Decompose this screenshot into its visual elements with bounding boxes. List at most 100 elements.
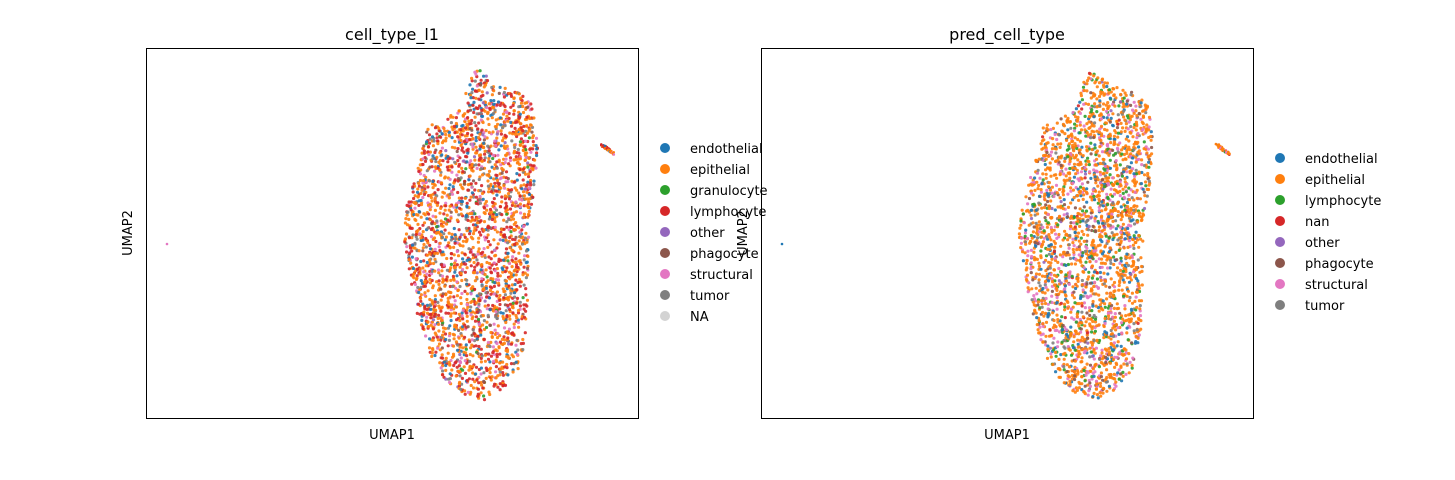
scatter-point bbox=[1046, 166, 1050, 170]
scatter-point bbox=[465, 302, 469, 307]
scatter-point bbox=[1109, 261, 1113, 265]
scatter-point bbox=[612, 153, 616, 156]
scatter-point bbox=[1119, 218, 1123, 222]
scatter-point bbox=[419, 299, 423, 303]
scatter-point bbox=[1042, 314, 1046, 318]
scatter-point bbox=[494, 358, 498, 362]
scatter-point bbox=[515, 301, 519, 305]
scatter-point bbox=[482, 211, 486, 215]
scatter-point bbox=[450, 145, 454, 149]
scatter-point bbox=[485, 260, 489, 265]
scatter-point bbox=[498, 293, 502, 298]
scatter-point bbox=[453, 131, 457, 135]
scatter-point bbox=[527, 136, 532, 140]
scatter-point bbox=[1120, 148, 1124, 152]
scatter-point bbox=[1078, 224, 1082, 228]
scatter-point bbox=[446, 155, 450, 159]
scatter-point bbox=[1095, 97, 1099, 101]
scatter-point bbox=[460, 124, 464, 128]
scatter-point bbox=[1125, 99, 1129, 103]
scatter-point bbox=[449, 318, 453, 323]
scatter-point bbox=[495, 312, 499, 316]
scatter-point bbox=[493, 184, 498, 188]
scatter-point bbox=[1100, 229, 1104, 233]
scatter-point bbox=[1032, 250, 1036, 254]
scatter-point bbox=[488, 243, 492, 247]
scatter-point bbox=[1050, 147, 1054, 151]
scatter-point bbox=[489, 257, 493, 261]
scatter-point bbox=[1080, 356, 1084, 360]
scatter-point bbox=[1022, 221, 1026, 225]
scatter-point bbox=[1090, 228, 1094, 233]
scatter-point bbox=[529, 102, 533, 106]
scatter-point bbox=[428, 252, 432, 256]
scatter-point bbox=[1108, 285, 1112, 289]
scatter-point bbox=[1140, 158, 1144, 162]
scatter-point bbox=[509, 291, 513, 295]
scatter-point bbox=[1125, 170, 1129, 174]
scatter-point bbox=[1091, 224, 1095, 228]
scatter-point bbox=[1127, 317, 1131, 321]
scatter-point bbox=[1105, 128, 1109, 132]
scatter-point bbox=[1120, 331, 1124, 335]
scatter-point bbox=[1062, 172, 1066, 176]
scatter-point bbox=[1141, 187, 1145, 191]
scatter-point bbox=[1073, 230, 1077, 234]
scatter-point bbox=[1131, 243, 1135, 247]
scatter-point bbox=[1109, 109, 1113, 113]
scatter-point bbox=[460, 291, 464, 296]
scatter-point bbox=[1077, 386, 1081, 390]
scatter-point bbox=[1103, 168, 1107, 172]
scatter-point bbox=[451, 332, 455, 336]
scatter-point bbox=[482, 379, 486, 383]
scatter-point bbox=[527, 156, 531, 160]
scatter-point bbox=[1138, 304, 1142, 308]
scatter-point bbox=[1076, 279, 1080, 283]
scatter-point bbox=[414, 233, 418, 237]
scatter-point bbox=[517, 105, 521, 109]
scatter-point bbox=[1098, 170, 1102, 174]
scatter-point bbox=[1138, 270, 1142, 274]
scatter-point bbox=[449, 312, 453, 316]
scatter-point bbox=[1116, 210, 1120, 214]
scatter-point bbox=[1119, 272, 1123, 276]
scatter-point bbox=[514, 129, 519, 133]
scatter-point bbox=[515, 316, 519, 320]
scatter-point bbox=[524, 293, 528, 297]
scatter-point bbox=[460, 278, 464, 283]
scatter-point bbox=[1101, 362, 1105, 366]
scatter-point bbox=[527, 209, 531, 214]
scatter-point bbox=[1112, 153, 1116, 157]
scatter-point bbox=[1056, 205, 1060, 209]
scatter-point bbox=[1090, 288, 1094, 292]
scatter-point bbox=[463, 270, 467, 274]
scatter-point bbox=[502, 175, 506, 179]
scatter-point bbox=[1079, 360, 1083, 364]
scatter-point bbox=[439, 219, 443, 223]
scatter-point bbox=[1116, 306, 1121, 310]
scatter-point bbox=[490, 116, 494, 120]
scatter-point bbox=[464, 351, 468, 355]
legend-marker bbox=[660, 185, 670, 195]
scatter-point bbox=[434, 260, 438, 264]
scatter-point bbox=[1075, 388, 1079, 392]
scatter-point bbox=[512, 227, 516, 232]
scatter-point bbox=[1132, 198, 1136, 202]
scatter-point bbox=[1062, 250, 1066, 254]
scatter-point bbox=[529, 123, 533, 127]
scatter-point bbox=[477, 177, 481, 182]
scatter-point bbox=[486, 228, 490, 232]
scatter-point bbox=[492, 238, 496, 242]
scatter-point bbox=[462, 150, 466, 154]
scatter-point bbox=[1087, 76, 1091, 80]
scatter-point bbox=[1070, 262, 1074, 266]
scatter-point bbox=[1102, 282, 1106, 286]
scatter-point bbox=[1067, 282, 1071, 286]
scatter-point bbox=[1025, 273, 1030, 277]
scatter-point bbox=[525, 298, 530, 302]
scatter-point bbox=[1055, 191, 1059, 195]
scatter-point bbox=[526, 165, 530, 169]
scatter-point bbox=[416, 302, 421, 306]
scatter-point bbox=[484, 376, 488, 380]
plot-frame bbox=[146, 48, 639, 419]
